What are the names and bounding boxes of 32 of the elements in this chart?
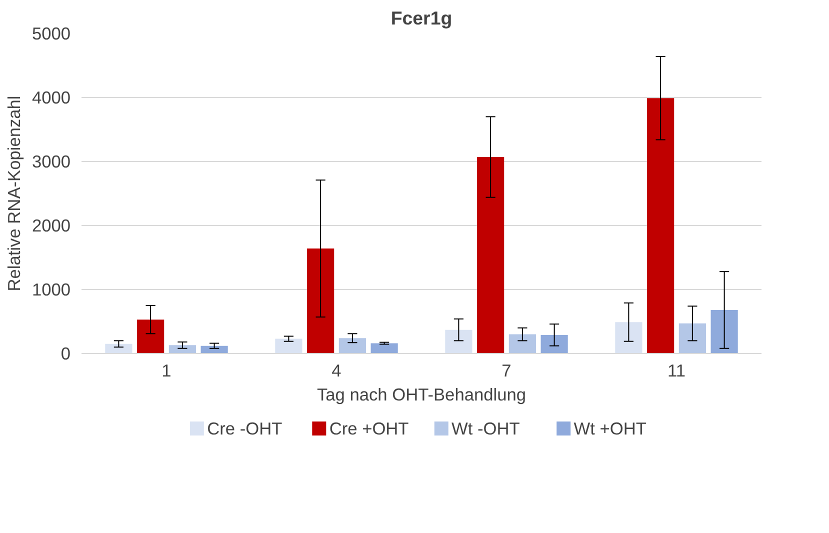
y-tick-label: 2000: [32, 216, 71, 236]
bar: [445, 330, 472, 354]
y-tick-label: 0: [60, 344, 71, 364]
y-tick-label: 4000: [32, 88, 71, 108]
bar: [678, 323, 706, 354]
y-tick-label: 5000: [32, 24, 71, 44]
y-axis-title: Relative RNA-Kopienzahl: [4, 96, 24, 292]
bar: [508, 334, 536, 354]
bar: [710, 310, 738, 354]
legend-label: Wt +OHT: [574, 418, 647, 438]
y-tick-label: 1000: [32, 280, 71, 300]
bar: [647, 98, 674, 354]
x-tick-label: 11: [668, 360, 686, 380]
x-tick-label: 4: [332, 360, 342, 380]
y-tick-label: 3000: [32, 152, 71, 172]
legend-label: Cre +OHT: [329, 418, 410, 438]
bar: [615, 322, 642, 354]
bar: [477, 157, 504, 354]
bar: [338, 338, 366, 354]
x-axis-title: Tag nach OHT-Behandlung: [316, 384, 526, 404]
x-tick-label: 7: [502, 360, 512, 380]
bar: [275, 338, 302, 354]
bar: [105, 344, 132, 354]
bar: [540, 334, 568, 354]
bar: [168, 345, 196, 354]
bar: [370, 343, 398, 354]
x-tick-label: 1: [162, 360, 172, 380]
legend-label: Cre -OHT: [207, 418, 283, 438]
bar: [307, 248, 334, 354]
chart-title: Fcer1g: [390, 8, 452, 28]
legend-label: Wt -OHT: [452, 418, 520, 438]
bar: [137, 320, 164, 354]
